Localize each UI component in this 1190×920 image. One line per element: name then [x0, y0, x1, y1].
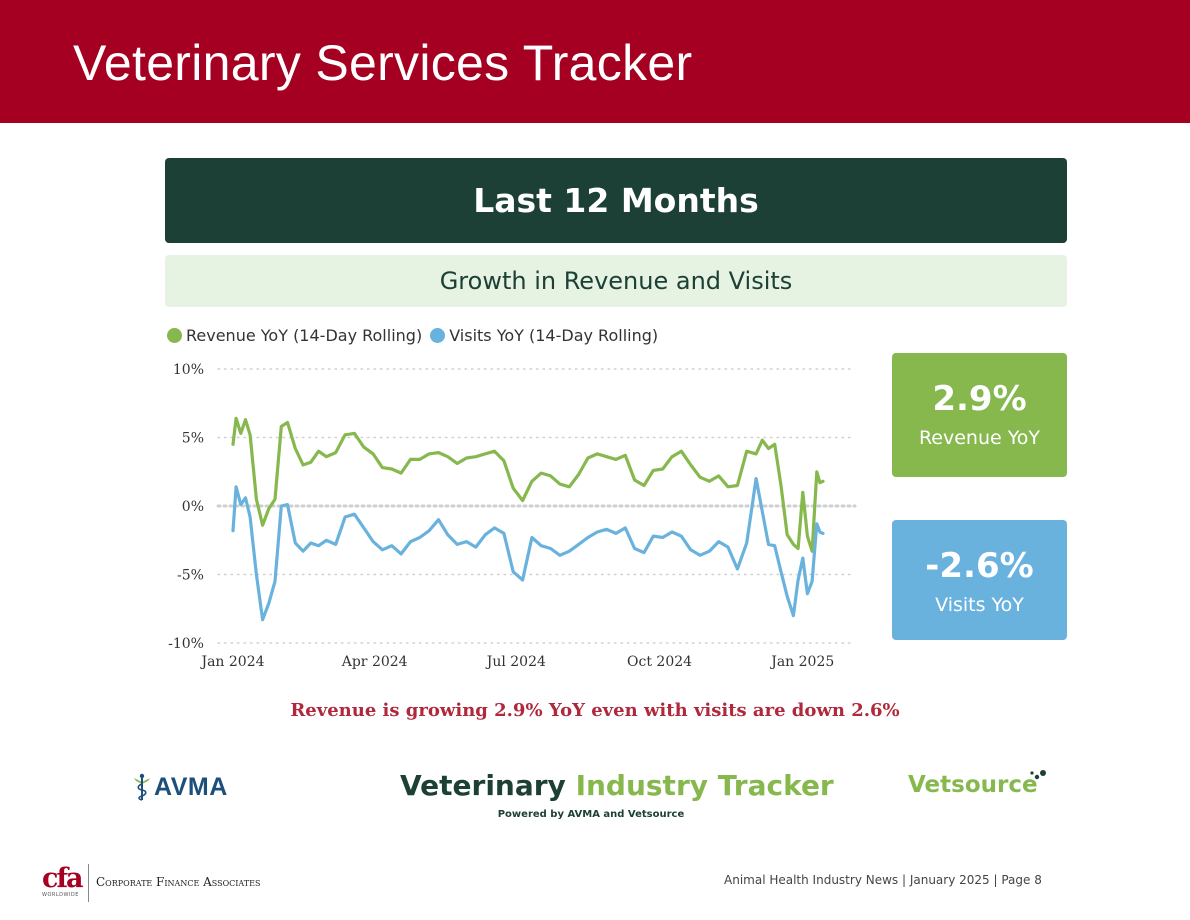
y-tick-label: -10% [168, 636, 204, 652]
y-tick-label: -5% [177, 568, 204, 584]
vetsource-logo: Vetsource [908, 772, 1038, 798]
x-tick-label: Jul 2024 [485, 654, 546, 670]
x-tick-label: Jan 2025 [769, 654, 834, 670]
section-header: Last 12 Months [165, 158, 1067, 243]
kpi-card-revenue: 2.9% Revenue YoY [892, 353, 1067, 477]
y-tick-label: 0% [182, 499, 204, 515]
legend-item-visits: Visits YoY (14-Day Rolling) [430, 326, 658, 345]
caduceus-icon [134, 773, 150, 801]
tracker-logo-green: Industry Tracker [575, 769, 834, 802]
section-subtitle: Growth in Revenue and Visits [439, 267, 793, 295]
legend-item-revenue: Revenue YoY (14-Day Rolling) [167, 326, 422, 345]
avma-wordmark: AVMA [154, 772, 228, 801]
chart-caption: Revenue is growing 2.9% YoY even with vi… [290, 700, 900, 721]
legend-dot-icon [167, 328, 182, 343]
visits-series-line [231, 476, 825, 622]
legend-label-visits: Visits YoY (14-Day Rolling) [449, 326, 659, 345]
kpi-revenue-label: Revenue YoY [918, 427, 1041, 449]
x-tick-label: Oct 2024 [627, 654, 692, 670]
cfa-divider [88, 864, 89, 902]
cfa-logo: cfa WORLDWIDE [42, 863, 92, 902]
kpi-revenue-value: 2.9% [932, 379, 1027, 419]
line-chart: 10% 5% 0% -5% -10% Jan 2024 Apr 2024 Jul 2024 Oc… [168, 362, 857, 670]
kpi-visits-label: Visits YoY [935, 594, 1024, 616]
y-tick-label: 10% [173, 362, 204, 378]
kpi-card-visits: -2.6% Visits YoY [892, 520, 1067, 640]
revenue-series-line [231, 416, 825, 553]
tracker-tagline: Powered by AVMA and Vetsource [497, 809, 685, 820]
kpi-visits-value: -2.6% [925, 546, 1034, 586]
vetsource-dots-icon [1030, 770, 1046, 780]
footer-note: Animal Health Industry News | January 20… [724, 873, 1042, 887]
x-tick-label: Apr 2024 [341, 654, 408, 670]
legend-dot-icon [430, 328, 446, 343]
sub-header: Growth in Revenue and Visits [165, 255, 1067, 307]
x-tick-label: Jan 2024 [199, 654, 264, 670]
legend-label-revenue: Revenue YoY (14-Day Rolling) [186, 326, 423, 345]
avma-logo: AVMA [133, 772, 228, 802]
cfa-letters: cfa [42, 863, 84, 894]
y-tick-label: 5% [182, 431, 204, 447]
section-title: Last 12 Months [473, 181, 759, 220]
cfa-worldwide: WORLDWIDE [42, 892, 79, 898]
cfa-company-name: Corporate Finance Associates [96, 875, 261, 889]
tracker-logo: Veterinary Industry Tracker [400, 769, 834, 802]
tracker-logo-dark: Veterinary [400, 769, 566, 802]
top-banner [0, 0, 1190, 123]
chart-legend: Revenue YoY (14-Day Rolling) Visits YoY … [167, 326, 658, 345]
page-title: Veterinary Services Tracker [73, 35, 693, 91]
